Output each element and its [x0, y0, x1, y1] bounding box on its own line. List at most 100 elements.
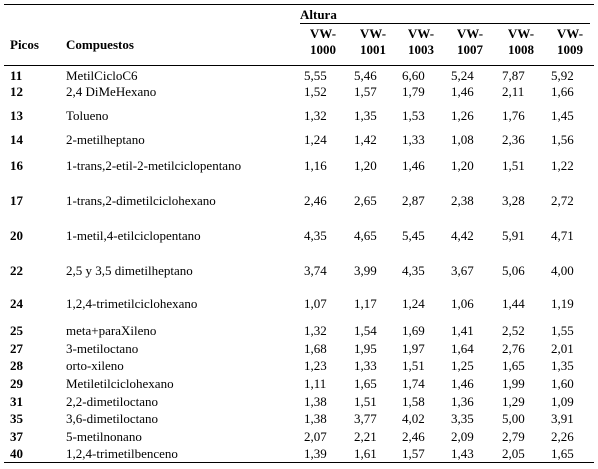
value-cell: 1,76 [502, 108, 525, 123]
value-cell: 1,23 [304, 358, 327, 373]
value-cell: 5,06 [502, 263, 525, 278]
sample-column-header: VW- 1003 [396, 26, 446, 58]
value-cell: 2,65 [354, 193, 377, 208]
compuesto-cell: Tolueno [66, 108, 109, 123]
value-cell: 1,32 [304, 323, 327, 338]
value-cell: 2,26 [551, 429, 574, 444]
value-cell: 1,58 [402, 394, 425, 409]
value-cell: 1,53 [402, 108, 425, 123]
value-cell: 1,20 [451, 158, 474, 173]
compuesto-cell: 1-trans,2-dimetilciclohexano [66, 193, 216, 208]
sample-column-header-line1: VW- [456, 26, 484, 41]
pico-cell: 11 [10, 68, 23, 83]
value-cell: 3,28 [502, 193, 525, 208]
value-cell: 7,87 [502, 68, 525, 83]
value-cell: 5,55 [304, 68, 327, 83]
pico-cell: 16 [10, 158, 23, 173]
sample-column-header-line2: 1008 [508, 42, 534, 57]
value-cell: 1,11 [304, 376, 327, 391]
value-cell: 1,68 [304, 341, 327, 356]
header-bottom-rule [4, 65, 594, 66]
pico-cell: 13 [10, 108, 23, 123]
value-cell: 1,09 [551, 394, 574, 409]
compuesto-cell: 1-metil,4-etilciclopentano [66, 228, 201, 243]
value-cell: 1,69 [402, 323, 425, 338]
sample-column-header-line2: 1000 [310, 42, 336, 57]
value-cell: 1,44 [502, 296, 525, 311]
value-cell: 1,24 [304, 132, 327, 147]
value-cell: 1,46 [451, 84, 474, 99]
compuesto-cell: Metiletilciclohexano [66, 376, 174, 391]
value-cell: 1,79 [402, 84, 425, 99]
sample-column-header-line2: 1003 [408, 42, 434, 57]
value-cell: 1,36 [451, 394, 474, 409]
sample-column-header-line2: 1001 [360, 42, 386, 57]
value-cell: 2,72 [551, 193, 574, 208]
value-cell: 1,29 [502, 394, 525, 409]
value-cell: 2,11 [502, 84, 525, 99]
value-cell: 4,02 [402, 411, 425, 426]
value-cell: 1,65 [502, 358, 525, 373]
value-cell: 2,38 [451, 193, 474, 208]
value-cell: 1,61 [354, 446, 377, 461]
value-cell: 1,38 [304, 394, 327, 409]
value-cell: 1,06 [451, 296, 474, 311]
compuesto-cell: orto-xileno [66, 358, 124, 373]
value-cell: 1,08 [451, 132, 474, 147]
pico-cell: 28 [10, 358, 23, 373]
compuesto-cell: MetilCicloC6 [66, 68, 138, 83]
value-cell: 1,65 [354, 376, 377, 391]
value-cell: 2,01 [551, 341, 574, 356]
value-cell: 1,54 [354, 323, 377, 338]
value-cell: 1,16 [304, 158, 327, 173]
value-cell: 4,35 [304, 228, 327, 243]
sample-column-header-line1: VW- [407, 26, 435, 41]
pico-cell: 29 [10, 376, 23, 391]
compuesto-cell: 5-metilnonano [66, 429, 142, 444]
sample-column-header-line1: VW- [309, 26, 337, 41]
value-cell: 2,46 [402, 429, 425, 444]
value-cell: 1,38 [304, 411, 327, 426]
value-cell: 1,43 [451, 446, 474, 461]
value-cell: 1,57 [402, 446, 425, 461]
value-cell: 1,20 [354, 158, 377, 173]
table-bottom-rule [4, 462, 594, 463]
pico-cell: 20 [10, 228, 23, 243]
value-cell: 1,65 [551, 446, 574, 461]
value-cell: 1,56 [551, 132, 574, 147]
value-cell: 1,51 [502, 158, 525, 173]
value-cell: 5,24 [451, 68, 474, 83]
sample-column-header: VW- 1008 [496, 26, 546, 58]
value-cell: 1,95 [354, 341, 377, 356]
value-cell: 1,64 [451, 341, 474, 356]
value-cell: 2,52 [502, 323, 525, 338]
value-cell: 3,91 [551, 411, 574, 426]
value-cell: 5,45 [402, 228, 425, 243]
value-cell: 3,35 [451, 411, 474, 426]
value-cell: 4,65 [354, 228, 377, 243]
compuesto-cell: 2-metilheptano [66, 132, 145, 147]
value-cell: 2,76 [502, 341, 525, 356]
value-cell: 1,57 [354, 84, 377, 99]
compuesto-cell: 2,2-dimetiloctano [66, 394, 159, 409]
pico-cell: 24 [10, 296, 23, 311]
pico-cell: 25 [10, 323, 23, 338]
compuesto-cell: 1,2,4-trimetilbenceno [66, 446, 178, 461]
value-cell: 1,22 [551, 158, 574, 173]
compuesto-cell: 3-metiloctano [66, 341, 139, 356]
pico-cell: 14 [10, 132, 23, 147]
sample-column-header: VW- 1007 [445, 26, 495, 58]
pico-cell: 37 [10, 429, 23, 444]
value-cell: 2,05 [502, 446, 525, 461]
value-cell: 1,25 [451, 358, 474, 373]
sample-column-header-line2: 1007 [457, 42, 483, 57]
compuesto-cell: 3,6-dimetiloctano [66, 411, 159, 426]
value-cell: 1,35 [551, 358, 574, 373]
value-cell: 1,99 [502, 376, 525, 391]
value-cell: 2,21 [354, 429, 377, 444]
pico-cell: 17 [10, 193, 23, 208]
value-cell: 1,24 [402, 296, 425, 311]
value-cell: 4,71 [551, 228, 574, 243]
value-cell: 5,91 [502, 228, 525, 243]
value-cell: 1,45 [551, 108, 574, 123]
